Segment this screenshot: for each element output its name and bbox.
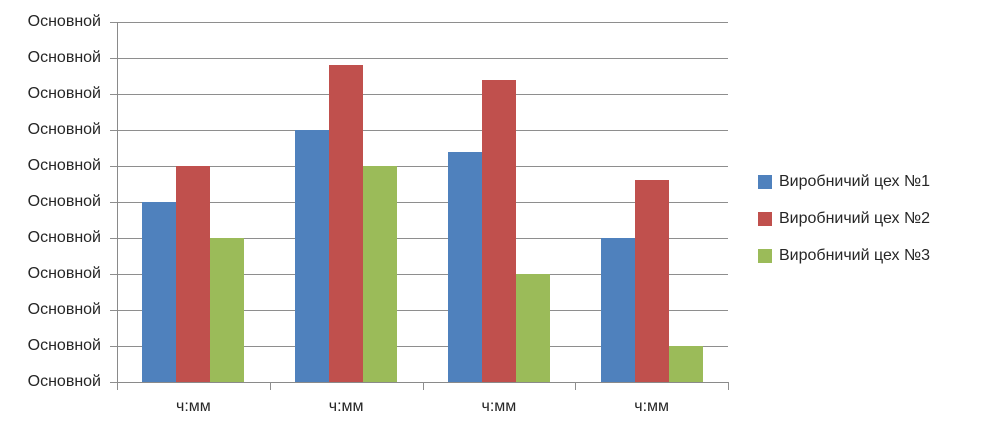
bar-series2-cat4: [634, 180, 669, 382]
x-axis-label: ч:мм: [481, 398, 517, 415]
bar-series2-cat1: [176, 166, 211, 382]
y-axis-label: Основной: [27, 193, 101, 210]
x-axis-tick: [422, 382, 424, 390]
bar-series1-cat3: [447, 151, 482, 382]
legend-swatch: [758, 249, 772, 263]
x-axis-label: ч:мм: [634, 398, 670, 415]
y-axis-tick: [110, 58, 117, 59]
x-axis-tick: [117, 382, 118, 390]
bar-series1-cat2: [295, 130, 330, 382]
legend-swatch: [758, 212, 772, 226]
legend-swatch: [758, 175, 772, 189]
legend-label: Виробничий цех №2: [779, 210, 931, 227]
gridline: [117, 22, 728, 23]
y-axis-label: Основной: [27, 13, 101, 30]
gridline: [117, 310, 728, 311]
x-axis-tick: [269, 382, 271, 390]
y-axis-tick: [110, 94, 117, 95]
gridline: [117, 58, 728, 59]
legend-item-series1: Виробничий цех №1: [758, 170, 930, 194]
bar-series1-cat4: [600, 238, 635, 382]
y-axis-tick: [110, 382, 117, 383]
legend-label: Виробничий цех №3: [779, 247, 931, 264]
y-axis-label: Основной: [27, 157, 101, 174]
y-axis-label: Основной: [27, 265, 101, 282]
bar-series1-cat1: [142, 202, 177, 382]
y-axis-tick: [110, 202, 117, 203]
gridline: [117, 274, 728, 275]
y-axis-tick: [110, 166, 117, 167]
y-axis-tick: [110, 310, 117, 311]
x-axis-label: ч:мм: [175, 398, 211, 415]
y-axis-tick: [110, 346, 117, 347]
y-axis-label: Основной: [27, 229, 101, 246]
gridline: [117, 202, 728, 203]
legend-label: Виробничий цех №1: [779, 173, 931, 190]
legend-item-series3: Виробничий цех №3: [758, 244, 930, 268]
y-axis-line: [117, 22, 118, 383]
bar-series2-cat3: [481, 79, 516, 382]
x-axis-tick: [728, 382, 729, 390]
bar-series3-cat3: [515, 274, 550, 382]
bar-series3-cat1: [210, 238, 245, 382]
gridline: [117, 94, 728, 95]
y-axis-label: Основной: [27, 373, 101, 390]
y-axis-label: Основной: [27, 85, 101, 102]
bar-series3-cat2: [363, 166, 398, 382]
gridline: [117, 238, 728, 239]
y-axis-label: Основной: [27, 49, 101, 66]
y-axis-tick: [110, 238, 117, 239]
y-axis-tick: [110, 274, 117, 275]
gridline: [117, 166, 728, 167]
y-axis-label: Основной: [27, 121, 101, 138]
y-axis-label: Основной: [27, 337, 101, 354]
x-axis-tick: [575, 382, 577, 390]
y-axis-label: Основной: [27, 301, 101, 318]
gridline: [117, 130, 728, 131]
x-axis-label: ч:мм: [328, 398, 364, 415]
gridline: [117, 346, 728, 347]
y-axis-tick: [110, 130, 117, 131]
y-axis-tick: [110, 22, 117, 23]
bar-series3-cat4: [668, 346, 703, 382]
bar-series2-cat2: [329, 65, 364, 382]
legend-item-series2: Виробничий цех №2: [758, 207, 930, 231]
